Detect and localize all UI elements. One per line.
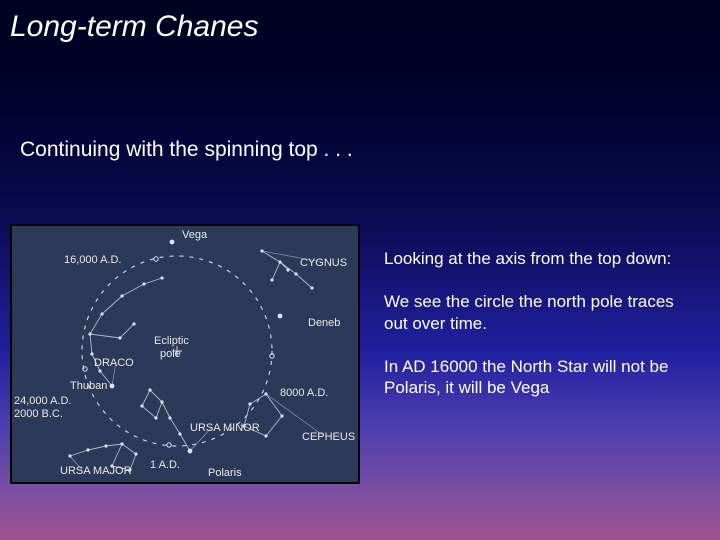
side-text: Looking at the axis from the top down: W… [384, 248, 694, 420]
svg-text:Vega: Vega [182, 229, 208, 241]
svg-text:8000 A.D.: 8000 A.D. [280, 387, 328, 399]
precession-chart: Eclipticpole CYGNUS CEPHEUS URSA MINOR URSA … [10, 224, 360, 484]
svg-text:Thuban: Thuban [70, 380, 107, 392]
svg-text:CYGNUS: CYGNUS [300, 257, 347, 269]
svg-text:Polaris: Polaris [208, 467, 242, 479]
paragraph-1: Looking at the axis from the top down: [384, 248, 694, 269]
svg-text:Ecliptic: Ecliptic [154, 335, 189, 347]
subtitle: Continuing with the spinning top . . . [20, 138, 353, 162]
svg-text:16,000 A.D.: 16,000 A.D. [64, 254, 122, 266]
svg-text:24,000 A.D.: 24,000 A.D. [14, 395, 72, 407]
svg-text:DRACO: DRACO [94, 357, 134, 369]
svg-text:1 A.D.: 1 A.D. [150, 459, 180, 471]
page-title: Long-term Chanes [10, 10, 258, 44]
svg-text:Deneb: Deneb [308, 317, 340, 329]
svg-text:pole: pole [160, 348, 181, 360]
svg-text:URSA MINOR: URSA MINOR [190, 422, 260, 434]
paragraph-3: In AD 16000 the North Star will not be P… [384, 356, 694, 399]
svg-text:CEPHEUS: CEPHEUS [302, 431, 355, 443]
paragraph-2: We see the circle the north pole traces … [384, 291, 694, 334]
svg-text:URSA MAJOR: URSA MAJOR [60, 465, 132, 477]
svg-text:2000 B.C.: 2000 B.C. [14, 408, 63, 420]
